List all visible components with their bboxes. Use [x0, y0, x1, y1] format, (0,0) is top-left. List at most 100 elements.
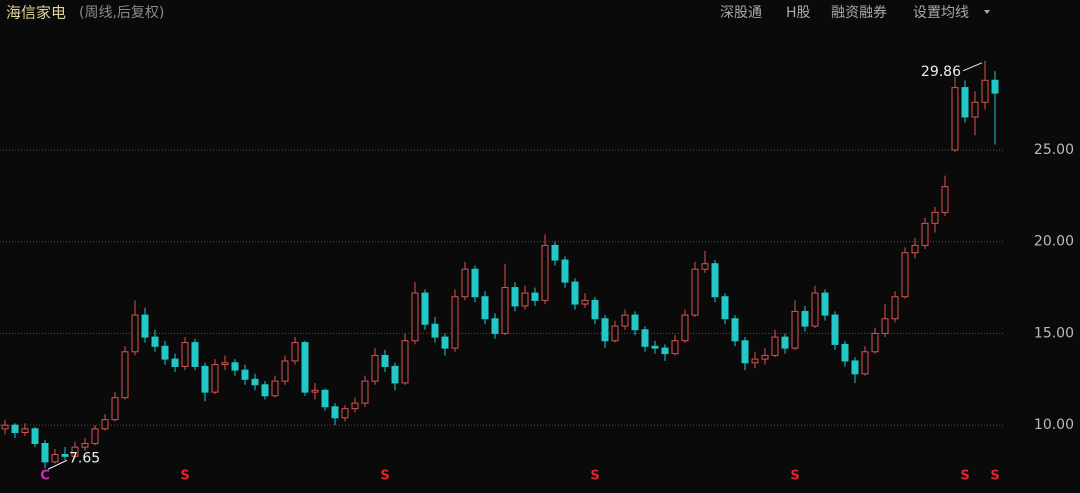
candle-body [501, 287, 509, 334]
candle-body [421, 292, 429, 325]
toolbar-button[interactable]: H股 [786, 5, 811, 21]
candle-body [691, 268, 699, 316]
annotation-arrow [47, 459, 68, 470]
dropdown-arrow[interactable] [984, 10, 990, 14]
candle-body [461, 268, 469, 298]
candle-body [811, 292, 819, 327]
y-tick-label: 15.00 [1034, 325, 1074, 341]
event-marker: S [790, 469, 799, 484]
candle-body [751, 358, 759, 364]
candle-body [51, 453, 59, 463]
candle-body [351, 402, 359, 410]
candle-body [861, 351, 869, 375]
candle-body [261, 384, 269, 397]
candle-body [281, 360, 289, 382]
event-marker: S [990, 469, 999, 484]
candle-body [961, 87, 969, 118]
stock-name: 海信家电 [6, 4, 66, 22]
candle-body [601, 318, 609, 342]
event-marker: S [960, 469, 969, 484]
candle-body [591, 299, 599, 320]
candle-body [541, 244, 549, 301]
candle-body [451, 296, 459, 349]
candle-body [81, 442, 89, 448]
candle-body [291, 342, 299, 362]
candle-body [611, 325, 619, 342]
candle-body [151, 336, 159, 347]
candle-body [371, 354, 379, 382]
candle-body [991, 79, 999, 94]
candle-body [921, 222, 929, 246]
event-marker: C [40, 469, 50, 484]
candle-body [401, 340, 409, 384]
candle-body [431, 323, 439, 338]
candle-body [381, 354, 389, 367]
event-marker: S [380, 469, 389, 484]
candle-body [581, 299, 589, 305]
candle-body [471, 268, 479, 298]
candle-body [801, 310, 809, 327]
candle-body [321, 389, 329, 408]
candle-body [531, 292, 539, 301]
candle-body [111, 397, 119, 421]
candle-body [341, 408, 349, 419]
candle-body [851, 360, 859, 375]
candle-body [171, 358, 179, 367]
candle-body [661, 347, 669, 355]
candle-body [201, 365, 209, 393]
candle-body [481, 296, 489, 320]
candle-body [901, 252, 909, 298]
candle-body [911, 244, 919, 254]
event-marker: S [590, 469, 599, 484]
candle-body [551, 244, 559, 261]
candle-body [571, 281, 579, 305]
candle-body [521, 292, 529, 307]
candle-body [831, 314, 839, 345]
candle-body [391, 365, 399, 384]
candle-body [101, 419, 109, 430]
low-label: 7.65 [69, 450, 100, 466]
candle-body [271, 380, 279, 397]
candle-body [91, 428, 99, 444]
candle-body [131, 314, 139, 353]
candle-body [871, 332, 879, 353]
candle-body [651, 345, 659, 349]
candle-body [511, 287, 519, 307]
candle-body [31, 428, 39, 444]
candle-body [711, 263, 719, 298]
candle-body [491, 318, 499, 334]
candle-body [11, 424, 19, 433]
candle-body [701, 263, 709, 270]
high-label: 29.86 [921, 64, 961, 80]
candle-body [41, 442, 49, 463]
candle-body [731, 318, 739, 342]
candle-body [671, 340, 679, 355]
candle-body [561, 259, 569, 283]
candle-body [121, 351, 129, 399]
annotation-arrow [962, 62, 983, 72]
candle-body [981, 79, 989, 103]
candle-body [841, 343, 849, 362]
candle-body [931, 211, 939, 224]
candle-body [891, 296, 899, 320]
candle-body [411, 292, 419, 342]
candle-body [191, 342, 199, 367]
toolbar-button[interactable]: 融资融券 [831, 5, 887, 21]
candle-body [971, 101, 979, 118]
candle-body [61, 453, 69, 457]
toolbar-button[interactable]: 深股通 [720, 5, 762, 21]
toolbar-button[interactable]: 设置均线 [913, 5, 969, 21]
y-tick-label: 25.00 [1034, 142, 1074, 158]
candle-body [251, 378, 259, 386]
candle-body [141, 314, 149, 338]
candle-body [641, 329, 649, 347]
candle-body [681, 314, 689, 342]
y-tick-label: 10.00 [1034, 417, 1074, 433]
candle-body [781, 336, 789, 349]
candle-body [441, 336, 449, 349]
candle-body [791, 310, 799, 349]
candle-body [211, 364, 219, 393]
candle-body [1, 424, 9, 430]
